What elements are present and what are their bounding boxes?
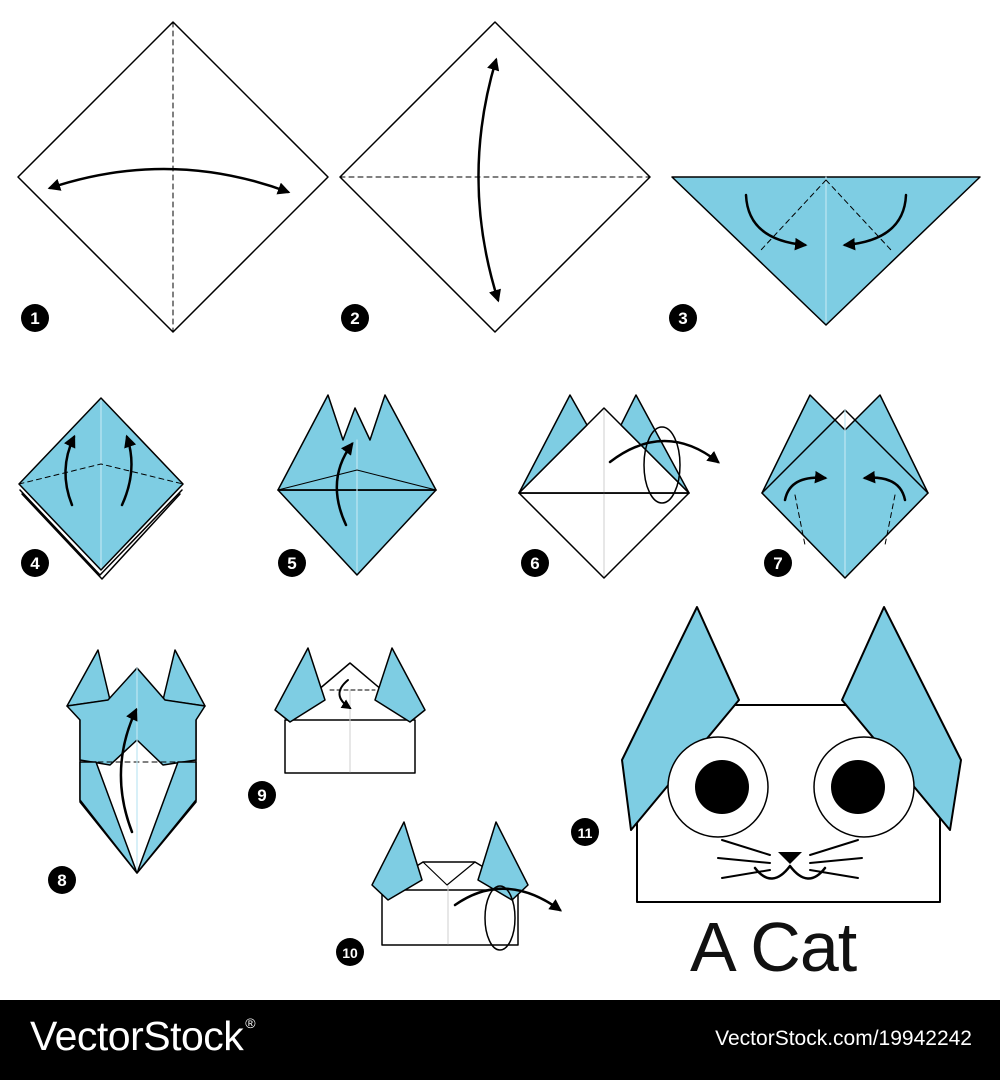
- step-9-number: 9: [257, 786, 266, 805]
- step-11-cat-face: [621, 606, 962, 903]
- step-10-figure: [371, 821, 563, 951]
- step-number-badges: 1 2 3 4 5 6 7 8 9 10 11: [21, 304, 792, 966]
- step-10-number: 10: [342, 945, 358, 961]
- image-credit: VectorStock.com/19942242: [715, 1027, 972, 1050]
- step-6-figure: [518, 394, 720, 579]
- step-9-badge: 9: [248, 781, 276, 809]
- step-7-badge: 7: [764, 549, 792, 577]
- step-10-badge: 10: [336, 938, 364, 966]
- left-pupil: [695, 760, 749, 814]
- step-1-badge: 1: [21, 304, 49, 332]
- nose: [778, 852, 802, 864]
- diagram-title: A Cat: [690, 908, 857, 986]
- step-4-badge: 4: [21, 549, 49, 577]
- step-6-number: 6: [530, 554, 539, 573]
- step-1-number: 1: [30, 309, 39, 328]
- step-2-badge: 2: [341, 304, 369, 332]
- step-3-figure: [671, 176, 981, 326]
- step-8-number: 8: [57, 871, 66, 890]
- step-8-badge: 8: [48, 866, 76, 894]
- step-3-number: 3: [678, 309, 687, 328]
- step-11-number: 11: [578, 825, 593, 841]
- step-3-badge: 3: [669, 304, 697, 332]
- step-7-number: 7: [773, 554, 782, 573]
- folding-diagram: 1 2 3 4 5 6 7 8 9 10 11: [17, 21, 981, 966]
- step-8-figure: [66, 649, 206, 874]
- mouth: [753, 864, 827, 880]
- vectorstock-logo: VectorStock ®: [30, 1013, 256, 1059]
- step-7-figure: [761, 394, 929, 579]
- step-4-number: 4: [30, 554, 40, 573]
- step-9-figure: [274, 647, 426, 774]
- whiskers: [717, 839, 863, 879]
- watermark-footer: VectorStock ® VectorStock.com/19942242: [0, 1000, 1000, 1080]
- step-11-badge: 11: [571, 818, 599, 846]
- step-4-figure: [18, 397, 184, 580]
- step-1-figure: [17, 21, 329, 333]
- step-5-badge: 5: [278, 549, 306, 577]
- right-pupil: [831, 760, 885, 814]
- step-5-number: 5: [287, 554, 296, 573]
- step-5-figure: [277, 394, 437, 576]
- step-2-figure: [339, 21, 651, 333]
- step-6-badge: 6: [521, 549, 549, 577]
- step-2-number: 2: [350, 309, 359, 328]
